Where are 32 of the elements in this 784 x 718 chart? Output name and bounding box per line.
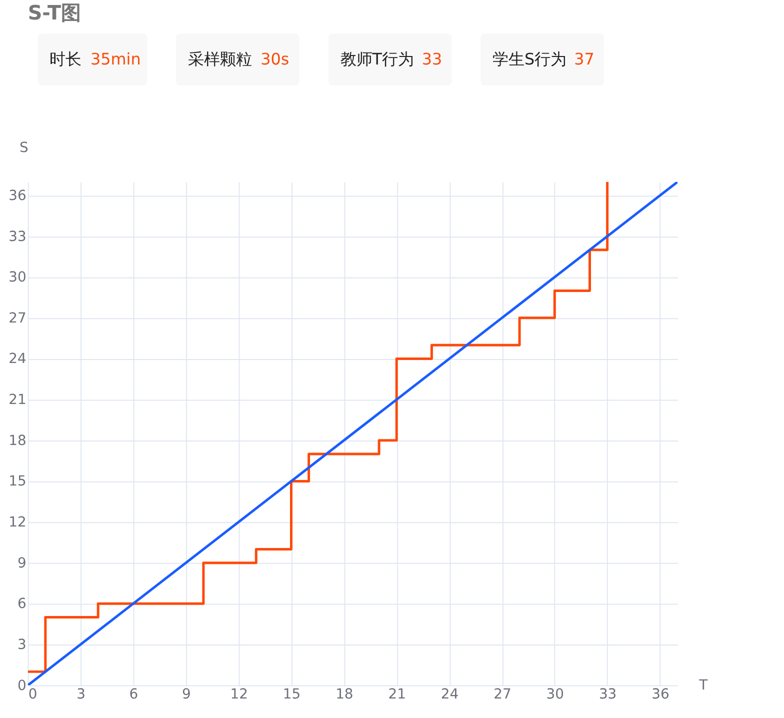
x-tick-label: 15: [282, 686, 301, 703]
x-tick-label: 0: [28, 686, 38, 703]
x-tick-label: 36: [652, 686, 670, 703]
y-tick-label: 36: [8, 188, 26, 204]
y-tick-label: 33: [8, 228, 26, 245]
x-tick-label: 30: [546, 686, 564, 703]
text: 学生S行为 37: [492, 49, 594, 68]
y-tick-label: 6: [18, 596, 26, 612]
x-tick-label: 21: [388, 686, 406, 703]
x-tick-label: 6: [129, 686, 138, 703]
chart-title: S-T图: [28, 2, 82, 25]
x-tick-label: 24: [440, 686, 459, 703]
y-tick-label: 27: [8, 310, 26, 326]
x-tick-label: 33: [598, 686, 617, 703]
y-axis-title: S: [19, 140, 28, 156]
y-tick-label: 15: [8, 474, 26, 490]
x-tick-label: 27: [494, 686, 512, 703]
x-tick-label: 3: [76, 686, 86, 703]
y-tick-label: 30: [8, 270, 26, 286]
y-tick-label: 24: [8, 351, 27, 368]
y-tick-label: 12: [8, 514, 26, 530]
text: 时长 35min: [50, 49, 141, 68]
x-tick-label: 9: [182, 686, 191, 703]
x-tick-label: 12: [230, 686, 248, 703]
text: 采样颗粒 30s: [188, 49, 290, 68]
x-tick-label: 18: [336, 686, 354, 703]
y-tick-label: 9: [18, 555, 26, 572]
y-tick-label: 18: [8, 432, 26, 449]
text: 教师T行为 33: [340, 49, 442, 68]
x-axis-title: T: [698, 677, 708, 694]
y-tick-label: 3: [18, 636, 26, 653]
y-tick-label: 21: [8, 392, 26, 408]
